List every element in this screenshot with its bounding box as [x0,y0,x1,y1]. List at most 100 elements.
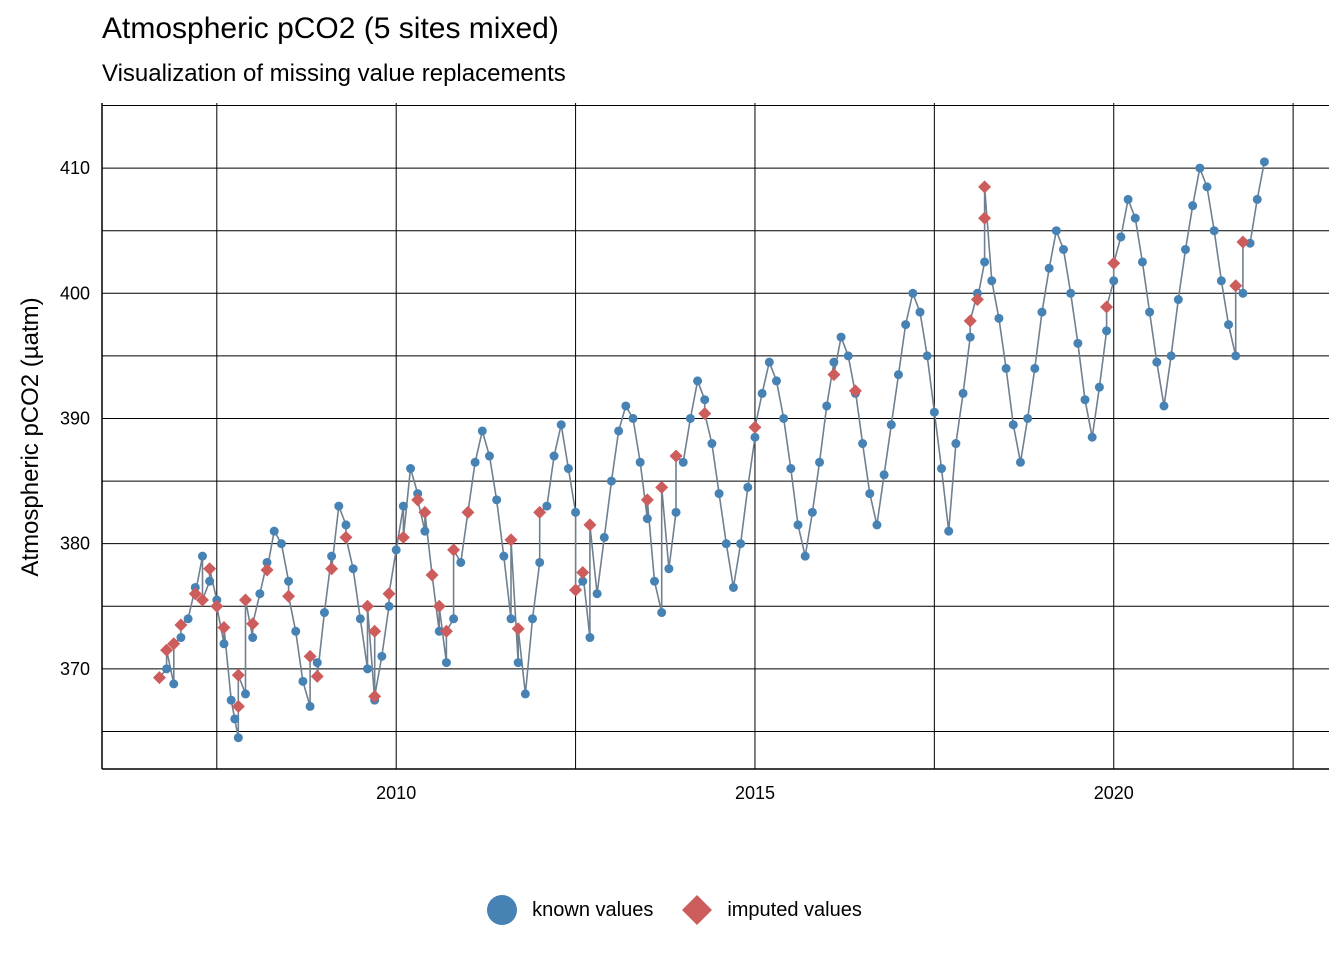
x-tick-label: 2015 [735,783,775,803]
imputed-value-point [174,618,188,632]
chart-subtitle: Visualization of missing value replaceme… [102,60,566,87]
known-value-point [226,695,236,705]
legend-circle-icon [482,890,522,930]
known-value-point [1109,276,1119,286]
known-value-point [893,370,903,380]
y-tick-label: 390 [60,408,90,428]
known-value-point [1202,182,1212,192]
x-tick-label: 2020 [1094,783,1134,803]
known-value-point [549,451,559,461]
known-value-point [1123,194,1133,204]
known-value-point [815,457,825,467]
known-value-point [556,420,566,430]
known-value-point [714,489,724,499]
known-value-point [786,464,796,474]
imputed-value-point [210,599,224,613]
known-value-point [312,658,322,668]
known-value-point [291,626,301,636]
known-value-point [1102,326,1112,336]
known-value-point [420,526,430,536]
imputed-value-point [152,671,166,685]
y-axis-label: Atmospheric pCO2 (µatm) [17,297,44,576]
known-value-point [664,564,674,574]
known-value-point [1037,307,1047,317]
imputed-value-point [1107,256,1121,270]
known-value-point [944,526,954,536]
known-value-point [578,576,588,586]
known-value-point [771,376,781,386]
imputed-value-point [978,180,992,194]
imputed-value-point [848,384,862,398]
known-value-point [1259,157,1269,167]
known-value-point [176,633,186,643]
imputed-value-point [382,587,396,601]
known-value-point [829,357,839,367]
known-value-point [671,507,681,517]
tick-labels: 370 380 390 400 410 2010 2015 2020 [60,158,1134,803]
known-value-point [700,395,710,405]
known-value-point [951,439,961,449]
known-value-point [750,432,760,442]
known-value-point [628,413,638,423]
known-value-point [980,257,990,267]
y-tick-label: 370 [60,659,90,679]
known-value-point [642,514,652,524]
known-value-point [499,551,509,561]
known-value-point [1180,244,1190,254]
imputed-value-point [325,562,339,576]
known-value-point [872,520,882,530]
grid-lines [102,103,1329,769]
known-value-point [205,576,215,586]
imputed-value-point [411,493,425,507]
y-tick-label: 410 [60,158,90,178]
known-value-point [1137,257,1147,267]
known-value-point [1044,263,1054,273]
imputed-value-point [748,420,762,434]
known-value-point [1238,288,1248,298]
known-value-point [1001,363,1011,373]
known-value-point [255,589,265,599]
imputed-value-point [282,589,296,603]
known-value-point [958,388,968,398]
imputed-value-point [360,599,374,613]
known-value-point [563,464,573,474]
known-value-point [757,388,767,398]
known-value-point [1159,401,1169,411]
legend-item-known: known values [482,890,653,930]
imputed-value-point [368,624,382,638]
legend: known values imputed values [0,888,1344,932]
known-value-point [901,320,911,330]
known-value-point [233,733,243,743]
imputed-value-point [339,530,353,544]
known-value-point [535,557,545,567]
known-value-point [728,582,738,592]
known-value-point [707,439,717,449]
known-value-point [1073,338,1083,348]
imputed-value-point [310,669,324,683]
known-value-point [800,551,810,561]
known-value-point [736,539,746,549]
imputed-value-point [260,563,274,577]
known-value-point [348,564,358,574]
known-value-point [1051,226,1061,236]
imputed-value-point [188,587,202,601]
imputed-value-point [418,505,432,519]
known-value-point [319,608,329,618]
known-value-point [528,614,538,624]
known-value-point [248,633,258,643]
known-value-point [693,376,703,386]
known-value-point [434,626,444,636]
imputed-value-point [217,621,231,635]
known-value-point [305,701,315,711]
known-value-point [599,532,609,542]
known-value-point [391,545,401,555]
known-value-point [1231,351,1241,361]
known-value-point [650,576,660,586]
known-value-point [1030,363,1040,373]
known-value-point [1015,457,1025,467]
imputed-values-points [152,180,1250,713]
known-value-point [865,489,875,499]
x-tick-label: 2010 [376,783,416,803]
known-value-point [1173,295,1183,305]
known-value-point [492,495,502,505]
